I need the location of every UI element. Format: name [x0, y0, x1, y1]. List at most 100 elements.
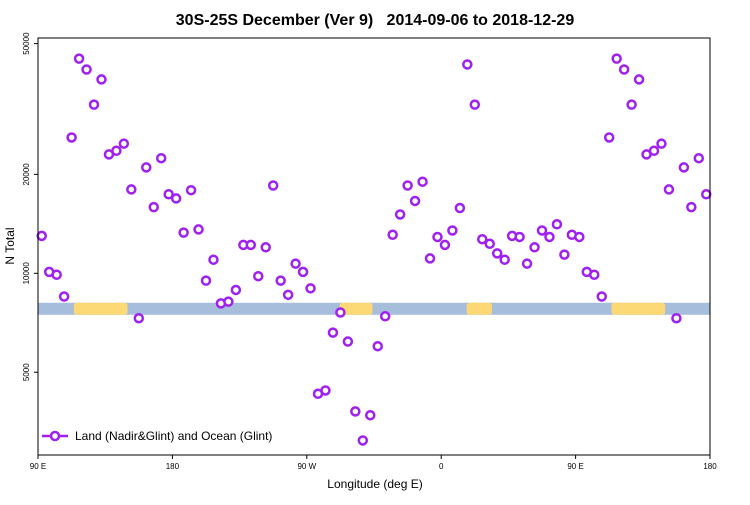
data-point	[245, 239, 257, 251]
data-point	[58, 291, 70, 302]
data-point	[417, 176, 428, 187]
x-tick-label: 90 E	[567, 462, 583, 471]
data-point	[170, 193, 182, 204]
data-point	[589, 269, 600, 280]
x-tick-label: 90 W	[297, 462, 316, 471]
data-point	[260, 242, 271, 253]
y-tick-label: 50000	[22, 32, 31, 55]
data-point	[297, 266, 309, 278]
data-point	[185, 184, 197, 196]
data-point	[36, 230, 47, 242]
data-point	[141, 162, 152, 173]
data-point	[536, 225, 548, 236]
data-point	[379, 311, 391, 322]
land-segment	[73, 302, 128, 315]
land-segment	[611, 302, 666, 315]
data-point	[394, 209, 406, 220]
data-point	[686, 201, 697, 213]
data-point	[275, 275, 286, 286]
data-points	[36, 53, 712, 446]
legend-marker	[49, 430, 61, 442]
data-point	[282, 289, 294, 301]
data-point	[200, 275, 212, 286]
data-point	[126, 184, 137, 195]
plot-frame	[37, 37, 711, 456]
data-point	[656, 138, 667, 149]
data-point	[208, 254, 219, 265]
data-point	[305, 283, 316, 294]
chart-title: 30S-25S December (Ver 9) 2014-09-06 to 2…	[176, 12, 575, 29]
data-point	[118, 138, 130, 149]
data-point	[663, 184, 675, 195]
data-point	[633, 74, 645, 85]
land-ocean-band	[38, 302, 710, 315]
x-tick-label: 90 E	[30, 462, 46, 471]
x-axis-ticks: 90 E 180 90 W 0 90 E 180	[30, 455, 717, 471]
data-point	[424, 253, 436, 264]
data-point	[387, 229, 398, 241]
data-point	[678, 162, 690, 173]
data-point	[611, 53, 622, 64]
data-point	[409, 195, 421, 207]
data-point	[454, 202, 466, 214]
data-point	[327, 327, 339, 338]
land-segment	[339, 302, 373, 315]
data-point	[96, 74, 107, 85]
data-point	[432, 231, 443, 243]
data-point	[574, 231, 585, 243]
data-point	[551, 219, 563, 230]
data-point	[133, 312, 145, 324]
data-point	[618, 64, 630, 75]
legend: Land (Nadir&Glint) and Ocean (Glint)	[42, 429, 272, 443]
data-point	[648, 145, 660, 157]
data-point	[596, 291, 607, 302]
data-point	[66, 132, 77, 143]
data-point	[559, 249, 570, 260]
data-point	[88, 99, 100, 110]
data-point	[193, 224, 204, 235]
data-point	[365, 409, 376, 421]
data-point	[81, 64, 92, 75]
data-point	[51, 269, 62, 280]
data-point	[402, 180, 413, 191]
data-point	[320, 385, 331, 396]
data-point	[357, 435, 369, 446]
data-point	[462, 59, 473, 70]
data-point	[148, 201, 159, 213]
y-tick-label: 20000	[22, 163, 31, 186]
data-point	[290, 258, 301, 269]
x-axis-label: Longitude (deg E)	[327, 477, 422, 491]
legend-label: Land (Nadir&Glint) and Ocean (Glint)	[75, 429, 272, 443]
data-point	[626, 99, 637, 110]
data-point	[253, 270, 264, 282]
data-point	[447, 225, 458, 236]
data-point	[155, 152, 167, 164]
data-point	[372, 340, 383, 352]
data-point	[521, 258, 533, 269]
data-point	[350, 406, 361, 417]
y-tick-label: 10000	[22, 262, 31, 285]
x-tick-label: 180	[703, 462, 717, 471]
land-segment	[650, 302, 652, 315]
data-point	[514, 231, 525, 243]
data-point	[230, 284, 242, 296]
data-point	[603, 132, 615, 143]
data-point	[342, 336, 354, 347]
y-tick-label: 5000	[22, 363, 31, 381]
data-point	[544, 231, 555, 243]
data-point	[693, 152, 705, 164]
data-point	[484, 238, 495, 250]
data-point	[163, 189, 174, 200]
data-point	[469, 99, 481, 110]
land-segment	[466, 302, 492, 315]
data-point	[529, 242, 540, 253]
data-point	[499, 254, 510, 265]
data-point	[335, 307, 346, 318]
data-point	[178, 227, 189, 238]
data-point	[223, 296, 234, 307]
y-axis-ticks: 5000 10000 20000 50000	[22, 32, 38, 381]
data-point	[671, 312, 682, 324]
data-point	[491, 248, 503, 259]
ocean-band	[38, 302, 710, 315]
